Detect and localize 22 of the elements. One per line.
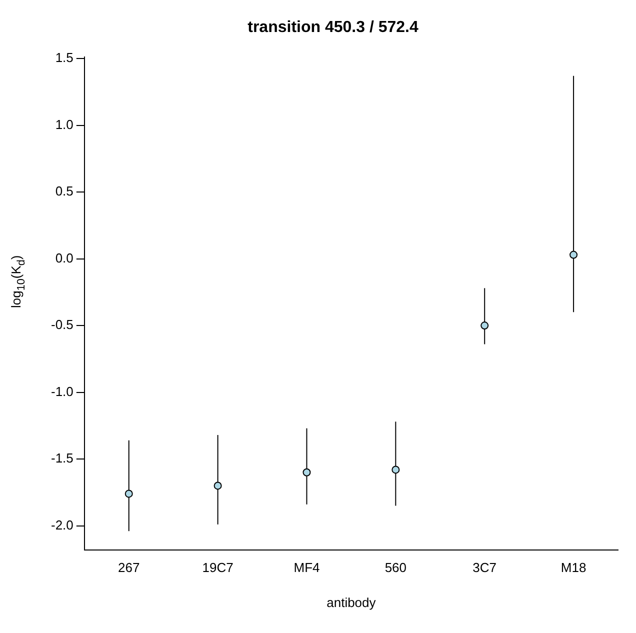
- point: [124, 490, 133, 498]
- x-tick-label: 560: [384, 560, 407, 576]
- point: [214, 482, 222, 490]
- y-tick-label: 0.0: [55, 250, 74, 266]
- x-tick-label: M18: [560, 560, 586, 576]
- x-tick-label: 3C7: [472, 560, 497, 576]
- y-tick-label: -2.0: [50, 517, 74, 532]
- x-tick-label: MF4: [294, 560, 320, 576]
- y-tick-label: -1.0: [50, 384, 74, 399]
- y-tick-label: -1.5: [50, 450, 74, 466]
- point: [480, 322, 489, 330]
- point: [392, 466, 400, 474]
- y-tick-label: 0.5: [55, 184, 74, 199]
- y-tick-label: -0.5: [50, 317, 74, 332]
- point: [302, 468, 311, 476]
- x-axis-title: antibody: [326, 594, 376, 610]
- point: [570, 250, 578, 259]
- x-tick-label: 19C7: [202, 560, 234, 576]
- y-tick-label: 1.0: [55, 116, 74, 132]
- y-tick-label: 1.5: [55, 50, 74, 66]
- chart-title: transition 450.3 / 572.4: [248, 19, 418, 36]
- x-tick-label: 267: [118, 560, 140, 576]
